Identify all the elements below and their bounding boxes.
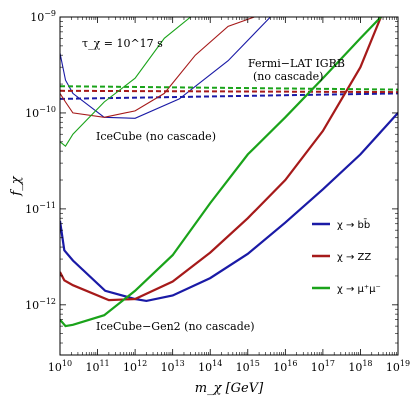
- x-tick-label: 1018: [348, 359, 372, 374]
- legend-label: χ → ZZ: [337, 252, 371, 263]
- lifetime-annotation: τ_χ = 10^17 s: [82, 37, 163, 50]
- y-axis-label: f_χ: [9, 175, 24, 196]
- x-tick-label: 1012: [123, 359, 147, 374]
- curves: [60, 17, 398, 328]
- x-axis-label: m_χ [GeV]: [195, 381, 264, 396]
- y-tick-label: 10−11: [25, 201, 56, 216]
- x-tick-label: 1019: [386, 359, 410, 374]
- ticks: [59, 16, 399, 356]
- gen2-line-series-1: [60, 17, 382, 302]
- icecube-line-series-0: [60, 17, 271, 119]
- x-tick-label: 1011: [85, 359, 109, 374]
- icecube-line-series-1: [60, 17, 255, 118]
- x-tick-label: 1010: [48, 359, 72, 374]
- gen2-line-series-2: [60, 17, 382, 328]
- y-tick-label: 10−12: [25, 297, 56, 312]
- x-tick-label: 1016: [273, 359, 297, 374]
- legend-label: χ → bb̄: [337, 218, 370, 231]
- y-tick-label: 10−10: [25, 105, 56, 120]
- plot-frame: [59, 16, 399, 356]
- x-tick-label: 1014: [198, 359, 222, 374]
- fermi-line-series-1: [60, 89, 398, 94]
- legend-label: χ → μ⁺μ⁻: [337, 284, 381, 295]
- x-tick-label: 1015: [236, 359, 260, 374]
- gen2-line-series-0: [60, 112, 398, 303]
- tick-labels: 1010 1011 1012 1013 1014 1015 1016 1017 1018 1019…: [25, 9, 410, 374]
- gen2-annotation: IceCube−Gen2 (no cascade): [96, 320, 255, 333]
- legend: χ → bb̄ χ → ZZ χ → μ⁺μ⁻: [312, 218, 381, 295]
- icecube-annotation: IceCube (no cascade): [96, 130, 216, 143]
- fermi-line-series-0: [60, 92, 398, 100]
- x-tick-label: 1017: [311, 359, 335, 374]
- x-tick-label: 1013: [161, 359, 185, 374]
- icecube-line-series-2: [60, 17, 191, 148]
- fermi-subannotation: (no cascade): [253, 70, 323, 83]
- fermi-annotation: Fermi−LAT IGRB: [248, 57, 345, 70]
- y-tick-label: 10−9: [30, 9, 56, 24]
- fermi-line-series-2: [60, 85, 398, 91]
